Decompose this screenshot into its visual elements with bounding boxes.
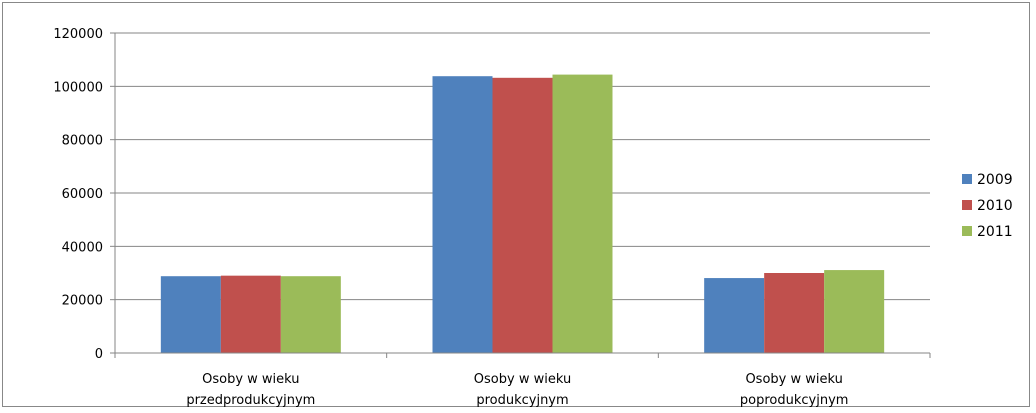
bars (160, 74, 885, 354)
y-tick-label: 0 (95, 347, 103, 362)
legend-swatch-2011 (962, 226, 972, 236)
bar-2010-2 (492, 77, 553, 354)
legend-label-2011: 2011 (977, 224, 1013, 240)
y-tick-label: 120000 (53, 27, 103, 42)
bar-2010-1 (220, 275, 281, 353)
bar-2011-2 (552, 74, 613, 353)
y-tick-label: 100000 (53, 80, 103, 95)
x-axis: Osoby w wieku przedprodukcyjnym Osoby w wi… (114, 352, 931, 408)
bar-2011-3 (824, 270, 885, 353)
bar-2010-3 (764, 273, 825, 353)
bar-2009-2 (432, 76, 493, 353)
y-tick-label: 80000 (62, 134, 103, 149)
y-tick-label: 60000 (62, 187, 103, 202)
bar-2009-3 (704, 278, 765, 353)
x-category-label: Osoby w wieku przedprodukcyjnym (186, 372, 315, 408)
y-tick-label: 40000 (62, 240, 103, 255)
bar-2011-1 (280, 276, 341, 353)
legend-label-2009: 2009 (977, 172, 1013, 188)
legend-swatch-2010 (962, 200, 972, 210)
legend-swatch-2009 (962, 174, 972, 184)
legend: 2009 2010 2011 (962, 172, 1013, 240)
x-category-label: Osoby w wieku poprodukcyjnym (740, 372, 849, 408)
x-category-label: Osoby w wieku produkcyjnym (474, 372, 571, 408)
bar-2009-1 (160, 276, 221, 353)
y-axis: 0 20000 40000 60000 80000 100000 120000 (53, 27, 116, 362)
legend-label-2010: 2010 (977, 198, 1013, 214)
y-tick-label: 20000 (62, 294, 103, 309)
